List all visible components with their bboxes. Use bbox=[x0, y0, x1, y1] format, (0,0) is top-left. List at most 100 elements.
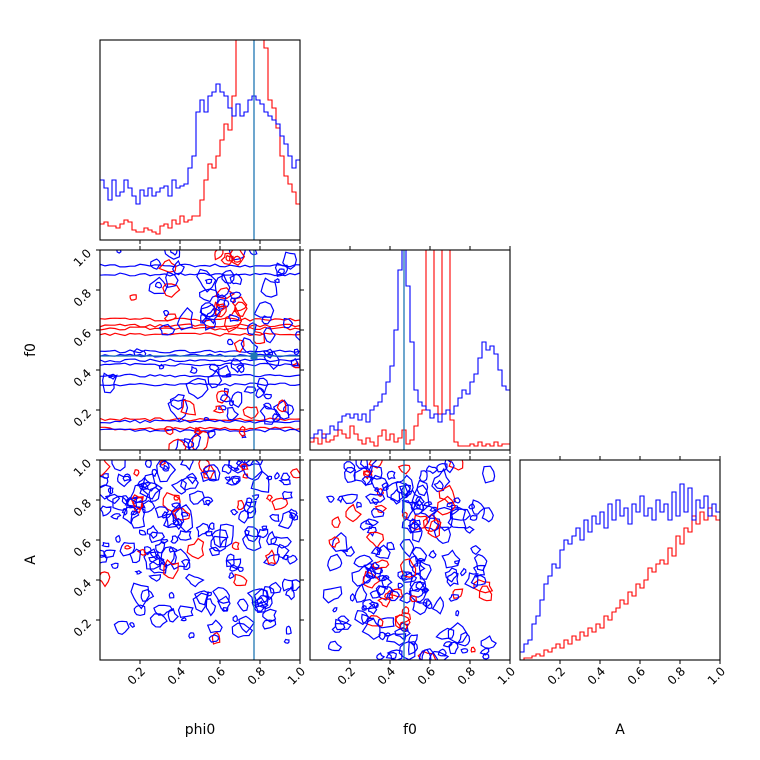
contour-level bbox=[274, 262, 289, 278]
contour-level bbox=[185, 377, 209, 400]
contour-level bbox=[429, 506, 437, 513]
contour-level bbox=[325, 495, 335, 504]
contour-level bbox=[473, 579, 494, 594]
contour-level bbox=[231, 296, 248, 313]
contour-level bbox=[255, 387, 265, 399]
contour-level bbox=[331, 531, 348, 553]
contour-level bbox=[278, 478, 291, 486]
y-tick-label: 0.6 bbox=[71, 536, 94, 559]
contour-level bbox=[148, 486, 161, 503]
contour-level bbox=[214, 250, 224, 261]
contour-level bbox=[449, 508, 471, 521]
contour-level bbox=[481, 465, 496, 484]
contour-level bbox=[112, 495, 129, 511]
contour-level bbox=[444, 460, 455, 474]
contour-level bbox=[473, 553, 488, 572]
contour-level bbox=[151, 468, 158, 478]
contour-level bbox=[365, 518, 380, 527]
histogram-layer bbox=[100, 40, 720, 660]
contour-level bbox=[459, 567, 467, 577]
contour-level bbox=[212, 405, 225, 414]
contour-level bbox=[160, 546, 177, 568]
contour-level bbox=[210, 535, 228, 552]
contour-level bbox=[469, 514, 478, 521]
contour-level bbox=[236, 499, 245, 511]
contour-level bbox=[282, 317, 294, 329]
contour-level bbox=[448, 641, 459, 655]
axes-frame-layer bbox=[99, 39, 721, 661]
contour-level bbox=[271, 497, 289, 511]
contour-level bbox=[202, 464, 216, 480]
contour-level bbox=[412, 600, 428, 616]
truth-point-phi0-f0 bbox=[250, 352, 258, 360]
contour-level bbox=[211, 631, 221, 645]
axes-frame-f0-f0 bbox=[309, 249, 511, 451]
contour-level bbox=[149, 557, 167, 574]
contour-level bbox=[206, 619, 223, 634]
contour-level bbox=[207, 369, 223, 389]
contour-level bbox=[448, 460, 464, 471]
contour-level bbox=[263, 350, 280, 370]
contour-level bbox=[164, 250, 181, 260]
y-tick-label: 1.0 bbox=[71, 456, 94, 479]
contour-level bbox=[244, 526, 259, 543]
contour-level bbox=[471, 499, 485, 515]
y-axis-label-A: A bbox=[23, 555, 39, 565]
contour-level bbox=[418, 560, 432, 580]
contour-level bbox=[362, 598, 379, 610]
contour-level bbox=[208, 522, 215, 531]
contour-level bbox=[225, 475, 241, 486]
axes-frame-phi0-A bbox=[99, 459, 301, 661]
histogram-f0-red-series bbox=[310, 250, 510, 447]
contour-level bbox=[289, 468, 300, 479]
contour-level bbox=[171, 502, 181, 510]
contour-level bbox=[218, 364, 231, 378]
contour-level bbox=[400, 572, 418, 584]
y-tick-label: 0.8 bbox=[71, 286, 94, 309]
contour-level bbox=[281, 490, 293, 500]
contour-panel-f0-A bbox=[322, 460, 497, 660]
contour-level bbox=[261, 315, 272, 325]
contour-level bbox=[365, 567, 377, 579]
histogram-phi0 bbox=[100, 40, 300, 235]
contour-level bbox=[149, 613, 168, 628]
contour-level bbox=[116, 473, 132, 488]
contour-level bbox=[481, 507, 494, 523]
contour-level bbox=[399, 558, 417, 578]
contour-level bbox=[383, 632, 391, 637]
contour-level bbox=[180, 399, 197, 416]
contour-band-blue bbox=[100, 373, 300, 387]
contour-level bbox=[252, 331, 266, 345]
contour-level bbox=[101, 541, 110, 548]
contour-level bbox=[464, 525, 475, 534]
contour-level bbox=[361, 617, 381, 641]
contour-level bbox=[169, 548, 191, 571]
contour-level bbox=[107, 487, 114, 495]
contour-level bbox=[188, 632, 195, 640]
contour-level bbox=[262, 608, 277, 623]
contour-level bbox=[370, 474, 389, 497]
contour-level bbox=[100, 484, 112, 500]
contour-level bbox=[340, 493, 358, 505]
truth-marker-layer bbox=[100, 40, 405, 660]
contour-level bbox=[188, 490, 206, 505]
contour-level bbox=[282, 251, 298, 270]
contour-level bbox=[187, 432, 202, 450]
contour-level bbox=[136, 548, 147, 556]
x-tick-label: 1.0 bbox=[285, 664, 308, 687]
contour-level bbox=[225, 558, 242, 570]
contour-level bbox=[149, 551, 159, 560]
contour-level bbox=[110, 562, 119, 570]
contour-level bbox=[212, 586, 230, 604]
contour-level bbox=[361, 605, 367, 611]
contour-level bbox=[263, 393, 272, 400]
contour-level bbox=[245, 497, 253, 508]
contour-level bbox=[198, 288, 220, 303]
histogram-phi0-red-series bbox=[100, 40, 300, 235]
contour-level bbox=[158, 363, 165, 370]
contour-level bbox=[139, 473, 163, 500]
x-tick-label: 0.6 bbox=[625, 664, 648, 687]
contour-level bbox=[176, 307, 194, 331]
contour-level bbox=[206, 591, 213, 597]
contour-level bbox=[138, 529, 147, 536]
